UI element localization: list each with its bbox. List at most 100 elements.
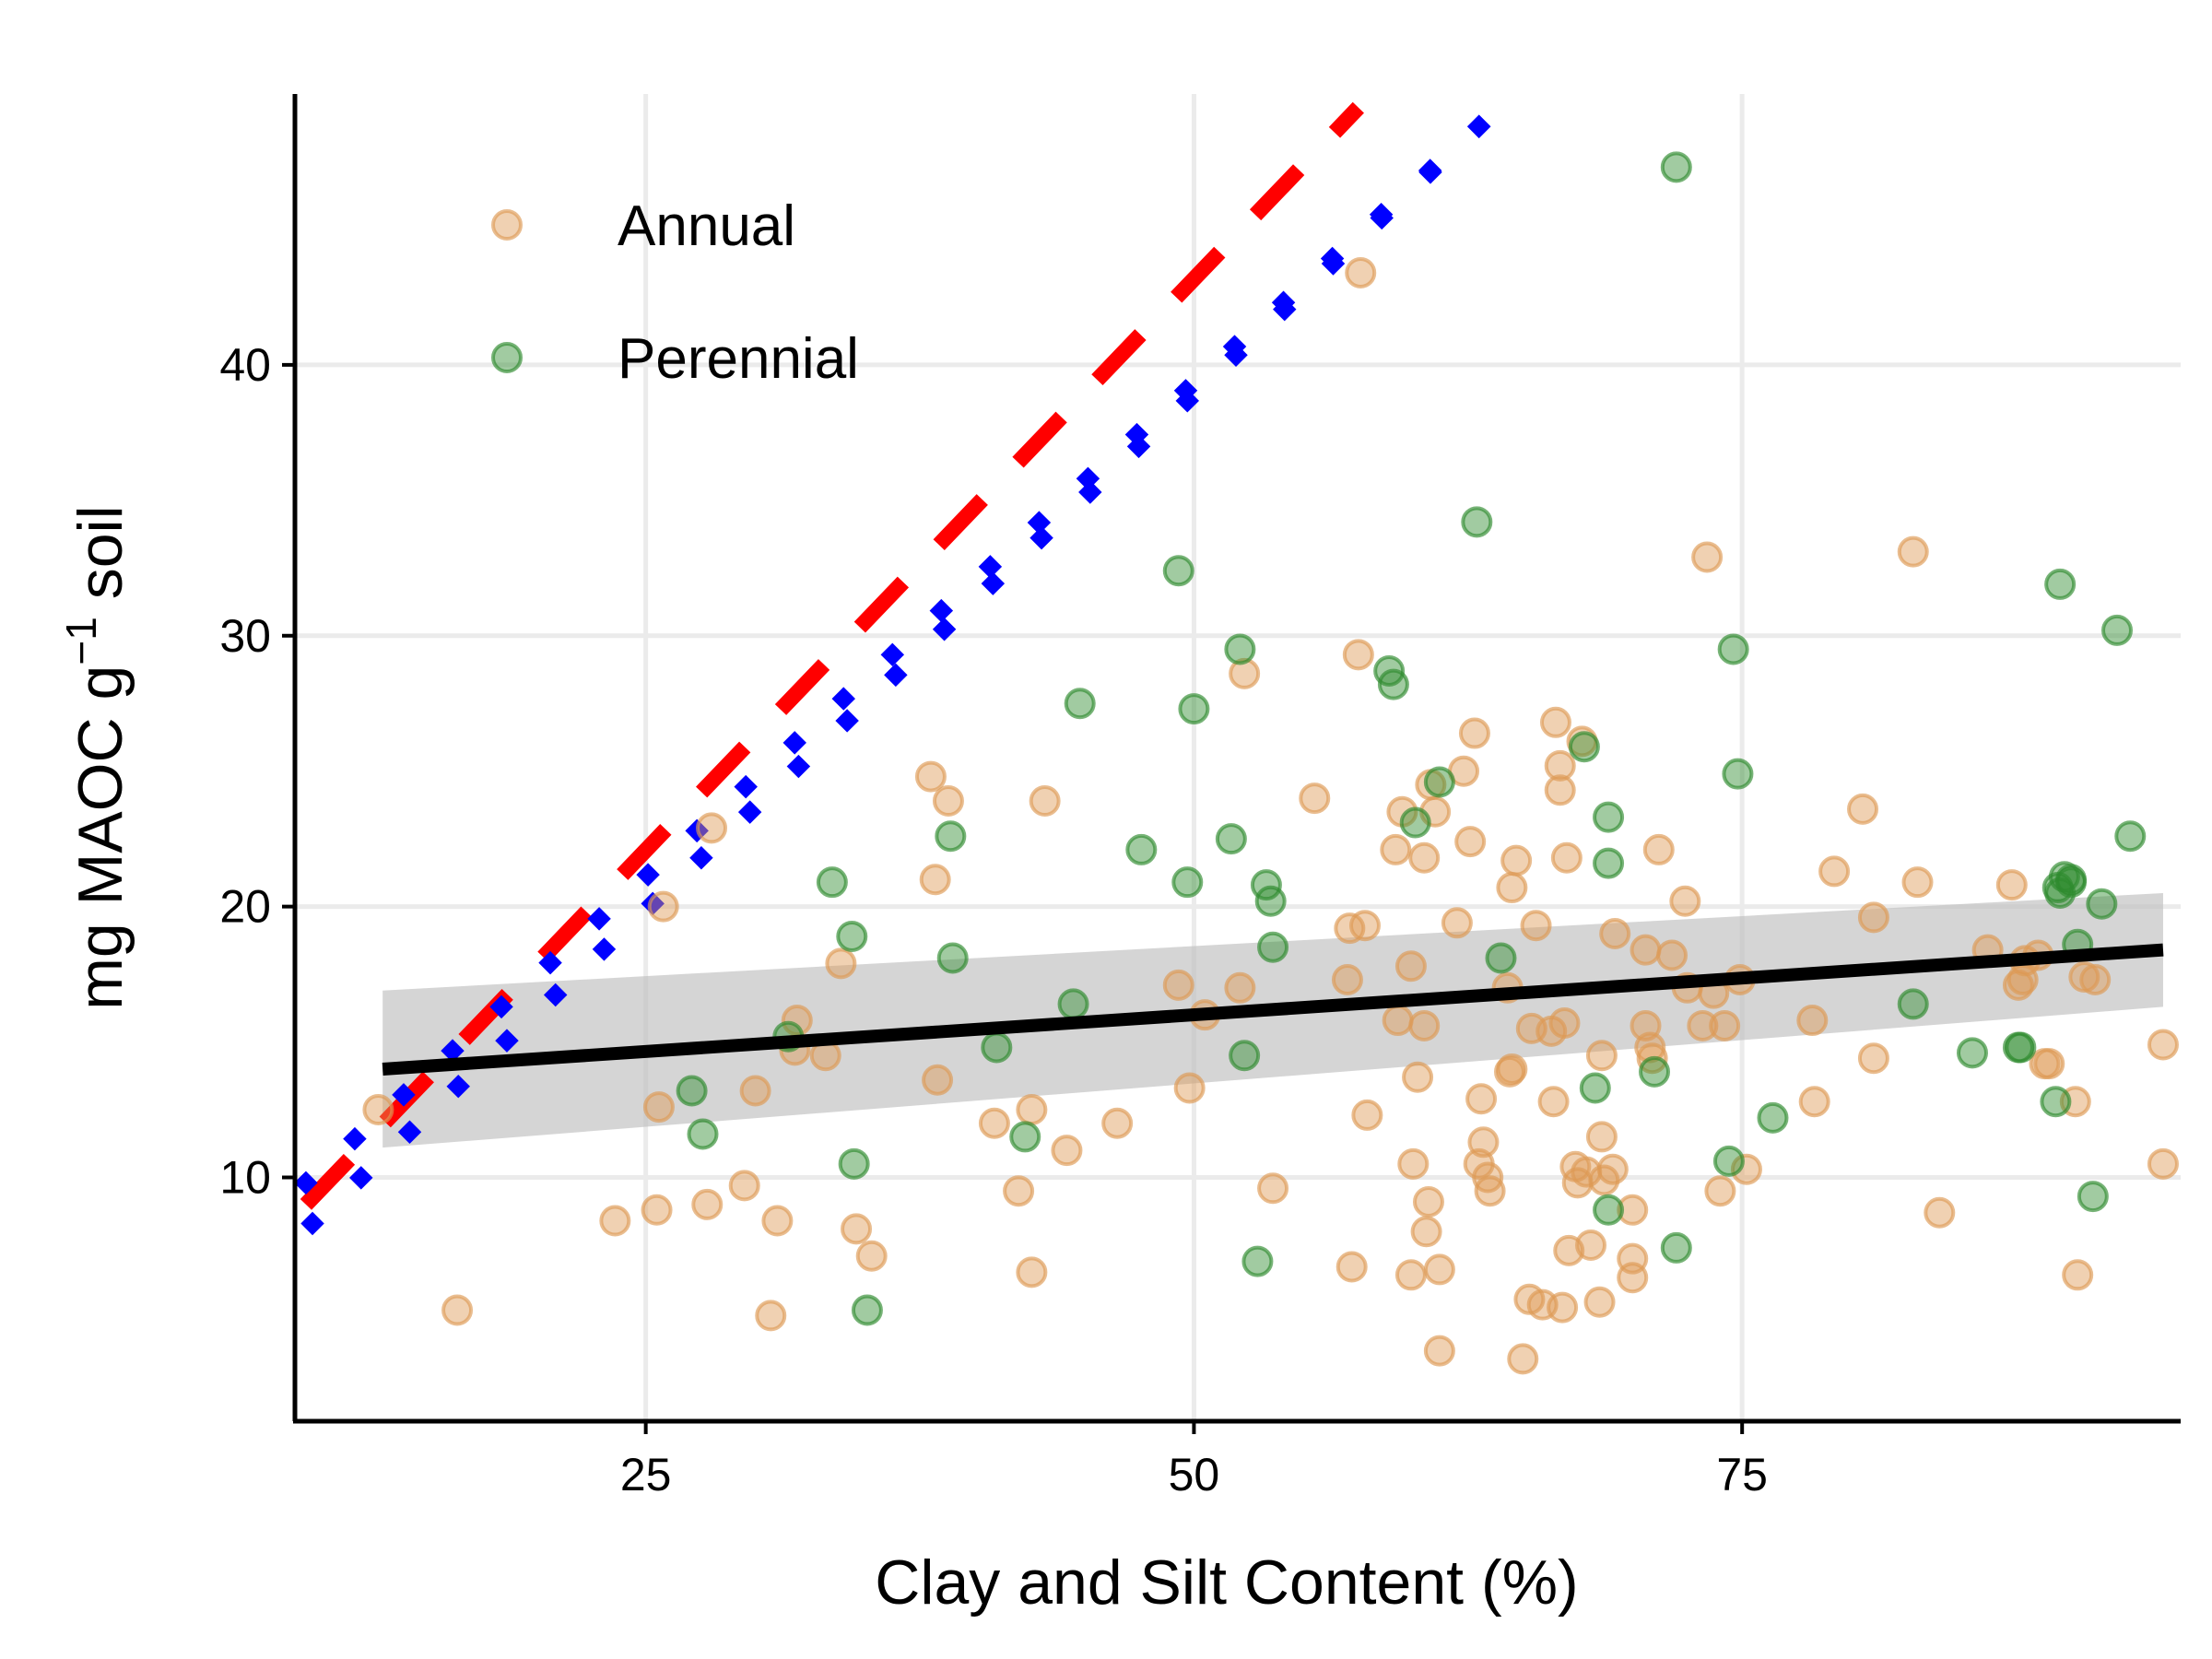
annual-point	[761, 1205, 794, 1237]
annual-point	[1394, 950, 1427, 982]
axis-ticks: 25 50 75 10 20 30 40	[219, 339, 1768, 1500]
x-tick-label: 75	[1716, 1449, 1768, 1500]
perennial-point	[1568, 731, 1600, 763]
annual-point	[1162, 969, 1194, 1001]
annual-point	[1458, 717, 1490, 749]
annual-point	[739, 1075, 771, 1107]
annual-point	[1596, 1153, 1629, 1185]
annual-point	[728, 1170, 760, 1202]
perennial-point	[1224, 633, 1256, 665]
perennial-point	[1064, 688, 1096, 720]
perennial-point	[1215, 823, 1247, 855]
perennial-point	[1579, 1072, 1611, 1104]
annual-point	[1345, 256, 1377, 288]
annual-point	[1656, 939, 1688, 971]
blue-dotted-lower-mark	[300, 1211, 324, 1236]
annual-point	[1691, 541, 1724, 573]
annual-point	[1599, 918, 1631, 950]
annual-point	[1467, 1126, 1500, 1159]
perennial-point	[2114, 820, 2147, 853]
perennial-point	[1956, 1037, 1988, 1069]
annual-point	[914, 760, 947, 793]
annual-point	[441, 1294, 474, 1326]
annual-point	[1257, 1172, 1289, 1205]
blue-dotted-upper-mark	[880, 642, 905, 667]
annual-point	[1583, 1286, 1616, 1318]
annual-point	[1423, 1335, 1455, 1367]
perennial-point	[1254, 885, 1287, 917]
perennial-point	[838, 1147, 870, 1180]
red-dashed-line	[300, 101, 1364, 1210]
annual-point	[1520, 910, 1552, 942]
annual-point	[1857, 901, 1889, 934]
annual-point	[1507, 1343, 1539, 1375]
annual-point	[1630, 934, 1662, 966]
annual-point	[1342, 639, 1374, 671]
perennial-point	[816, 866, 848, 899]
annual-point	[1224, 971, 1256, 1004]
x-axis-title: Clay and Silt Content (%)	[875, 1547, 1578, 1618]
annual-point	[1382, 1005, 1414, 1037]
blue-dotted-lower-mark	[884, 663, 908, 688]
annual-point	[362, 1094, 394, 1126]
annual-point	[1585, 1121, 1618, 1153]
annual-point	[691, 1188, 724, 1220]
x-tick-label: 50	[1169, 1449, 1220, 1500]
annual-point	[1730, 1153, 1762, 1185]
blue-dotted-lower-mark	[835, 709, 859, 733]
annual-point	[1897, 535, 1929, 568]
perennial-point	[1423, 766, 1455, 798]
legend: Annual Perennial	[491, 194, 859, 391]
annual-point	[1051, 1135, 1083, 1167]
y-tick-label: 20	[219, 881, 271, 933]
confidence-band-layer	[382, 892, 2163, 1148]
perennial-point	[1593, 847, 1625, 879]
annual-point	[1798, 1086, 1830, 1118]
annual-point	[1617, 1262, 1649, 1294]
annual-point	[1402, 1061, 1434, 1093]
annual-point	[1465, 1083, 1498, 1115]
perennial-point	[981, 1031, 1013, 1064]
blue-dotted-upper-mark	[831, 687, 855, 711]
blue-dotted-lower-mark	[1030, 525, 1053, 550]
blue-dotted-lower-mark	[981, 571, 1006, 595]
annual-point	[1101, 1107, 1134, 1139]
annual-point	[1496, 1053, 1528, 1085]
perennial-point	[1593, 801, 1625, 833]
perennial-point	[1178, 693, 1210, 725]
annual-point	[755, 1300, 787, 1332]
annual-point	[1454, 826, 1487, 858]
perennial-point	[1897, 988, 1929, 1020]
annual-point	[1617, 1194, 1649, 1226]
annual-point	[1575, 1229, 1607, 1261]
y-tick-label: 30	[219, 610, 271, 662]
annual-point	[919, 864, 951, 896]
blue-dotted-lower-mark	[737, 800, 762, 824]
blue-dotted-upper-mark	[587, 907, 611, 931]
annual-point	[1847, 793, 1879, 825]
perennial-point	[851, 1294, 883, 1326]
annual-point	[1003, 1175, 1035, 1207]
perennial-point	[1485, 942, 1517, 974]
perennial-point	[1757, 1101, 1789, 1134]
perennial-point	[1229, 1040, 1261, 1072]
annual-point	[825, 947, 857, 980]
annual-point	[1351, 1099, 1383, 1131]
annual-point	[696, 812, 728, 844]
annual-point	[841, 1213, 873, 1245]
fit-line	[382, 943, 2164, 1076]
annual-point	[1380, 833, 1412, 865]
annual-point	[1408, 1009, 1441, 1041]
annual-point	[1995, 869, 2028, 901]
perennial-point	[2040, 1086, 2072, 1118]
blue-dotted-upper-mark	[782, 731, 806, 755]
annual-point	[1229, 657, 1261, 689]
annual-point	[1547, 1291, 1579, 1324]
y-tick-label: 10	[219, 1152, 271, 1204]
blue-dotted-lower-mark	[689, 846, 713, 870]
x-tick-label: 25	[620, 1449, 672, 1500]
annual-point	[2147, 1147, 2179, 1180]
annual-point	[1901, 866, 1934, 899]
annual-point	[932, 785, 964, 818]
